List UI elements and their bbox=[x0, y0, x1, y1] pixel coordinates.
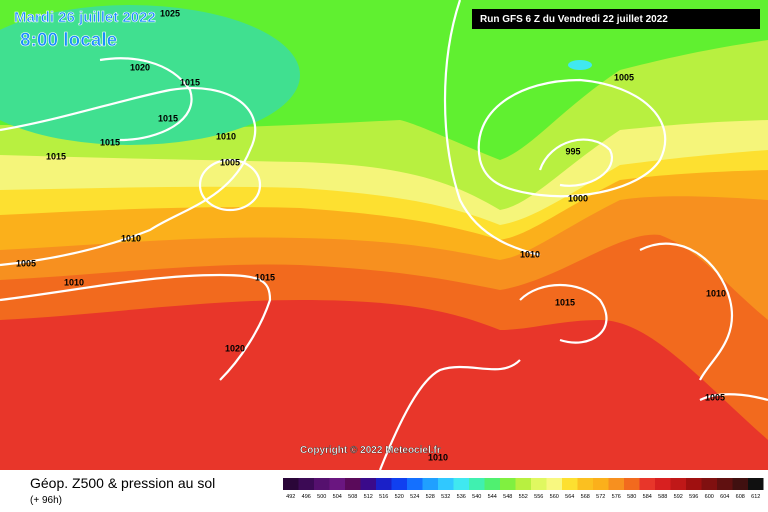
legend-swatch bbox=[670, 478, 686, 490]
legend-label: 536 bbox=[457, 494, 466, 500]
isobar-label: 1005 bbox=[16, 258, 36, 268]
legend-label: 544 bbox=[488, 494, 497, 500]
legend-swatch bbox=[407, 478, 423, 490]
legend-swatch bbox=[639, 478, 655, 490]
legend-swatch bbox=[686, 478, 702, 490]
legend-label: 528 bbox=[426, 494, 435, 500]
copyright: Copyright © 2022 Meteociel.fr bbox=[300, 445, 441, 456]
isobar-label: 1005 bbox=[614, 72, 634, 82]
time: 8:00 locale bbox=[20, 30, 117, 51]
legend-label: 512 bbox=[364, 494, 373, 500]
footer bbox=[0, 470, 768, 512]
legend-swatch bbox=[546, 478, 562, 490]
legend-label: 524 bbox=[410, 494, 419, 500]
isobar-label: 995 bbox=[565, 146, 580, 156]
legend-label: 592 bbox=[674, 494, 683, 500]
legend-label: 572 bbox=[596, 494, 605, 500]
isobar-label: 1010 bbox=[520, 249, 540, 259]
isobar-label: 1020 bbox=[225, 343, 245, 353]
legend-swatch bbox=[717, 478, 733, 490]
legend-swatch bbox=[314, 478, 330, 490]
isobar-label: 1000 bbox=[568, 193, 588, 203]
legend-label: 600 bbox=[705, 494, 714, 500]
isobar-label: 1010 bbox=[428, 452, 448, 462]
legend-label: 496 bbox=[302, 494, 311, 500]
map-background bbox=[0, 0, 768, 470]
legend-swatch bbox=[624, 478, 640, 490]
isobar-label: 1015 bbox=[180, 77, 200, 87]
run-box bbox=[472, 9, 760, 29]
legend-label: 516 bbox=[379, 494, 388, 500]
legend-swatch bbox=[577, 478, 593, 490]
legend-swatch bbox=[422, 478, 438, 490]
legend-swatch bbox=[391, 478, 407, 490]
legend-label: 604 bbox=[720, 494, 729, 500]
legend-label: 584 bbox=[643, 494, 652, 500]
legend-swatch bbox=[298, 478, 314, 490]
legend-label: 560 bbox=[550, 494, 559, 500]
isobar-label: 1005 bbox=[220, 157, 240, 167]
legend-swatch bbox=[748, 478, 764, 490]
legend-swatch bbox=[701, 478, 717, 490]
legend-swatch bbox=[345, 478, 361, 490]
legend-label: 612 bbox=[751, 494, 760, 500]
legend-swatch bbox=[655, 478, 671, 490]
legend-swatch bbox=[732, 478, 748, 490]
legend-swatch bbox=[531, 478, 547, 490]
legend-label: 504 bbox=[333, 494, 342, 500]
legend-label: 508 bbox=[348, 494, 357, 500]
legend-swatch bbox=[593, 478, 609, 490]
legend-swatch bbox=[376, 478, 392, 490]
isobar-label: 1020 bbox=[130, 62, 150, 72]
legend-swatch bbox=[360, 478, 376, 490]
isobar-label: 1015 bbox=[555, 297, 575, 307]
isobar-label: 1010 bbox=[64, 277, 84, 287]
isobar-label: 1010 bbox=[216, 131, 236, 141]
footer-title: Géop. Z500 & pression au sol bbox=[30, 475, 215, 491]
isobars bbox=[0, 0, 768, 471]
legend-label: 608 bbox=[736, 494, 745, 500]
isobar-label: 1015 bbox=[255, 272, 275, 282]
legend-swatch bbox=[562, 478, 578, 490]
isobar-label: 1010 bbox=[706, 288, 726, 298]
legend-label: 532 bbox=[441, 494, 450, 500]
legend-swatch bbox=[283, 478, 299, 490]
legend-label: 568 bbox=[581, 494, 590, 500]
isobar-label: 1005 bbox=[705, 392, 725, 402]
legend-swatch bbox=[608, 478, 624, 490]
footer-lead: (+ 96h) bbox=[30, 495, 62, 506]
legend-label: 596 bbox=[689, 494, 698, 500]
isobar-label: 1015 bbox=[158, 113, 178, 123]
legend-swatch bbox=[484, 478, 500, 490]
legend-label: 556 bbox=[534, 494, 543, 500]
legend-swatch bbox=[329, 478, 345, 490]
legend-swatch bbox=[500, 478, 516, 490]
isobar-label: 1015 bbox=[100, 137, 120, 147]
legend-swatch bbox=[453, 478, 469, 490]
legend-label: 588 bbox=[658, 494, 667, 500]
legend-label: 564 bbox=[565, 494, 574, 500]
isobar-label: 1025 bbox=[160, 8, 180, 18]
isobar-label: 1010 bbox=[121, 233, 141, 243]
legend-swatch bbox=[515, 478, 531, 490]
legend-label: 580 bbox=[627, 494, 636, 500]
legend-label: 492 bbox=[286, 494, 295, 500]
date: Mardi 26 juillet 2022 bbox=[14, 9, 156, 26]
legend-label: 552 bbox=[519, 494, 528, 500]
legend-label: 576 bbox=[612, 494, 621, 500]
run-info: Run GFS 6 Z du Vendredi 22 juillet 2022 bbox=[480, 14, 668, 25]
legend-swatch bbox=[469, 478, 485, 490]
legend-label: 500 bbox=[317, 494, 326, 500]
legend-label: 540 bbox=[472, 494, 481, 500]
legend-label: 548 bbox=[503, 494, 512, 500]
isobar-label: 1015 bbox=[46, 151, 66, 161]
legend-label: 520 bbox=[395, 494, 404, 500]
legend-swatch bbox=[438, 478, 454, 490]
